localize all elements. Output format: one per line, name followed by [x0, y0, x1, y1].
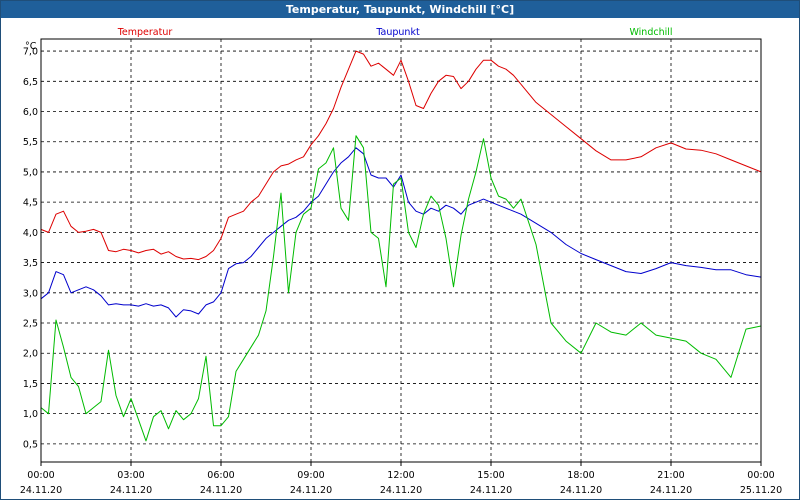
x-tick-date: 24.11.20: [380, 485, 422, 496]
legend-entry-temperatur: Temperatur: [117, 27, 173, 38]
x-tick-time: 21:00: [657, 470, 684, 481]
x-tick-time: 00:00: [27, 470, 54, 481]
x-tick-time: 03:00: [117, 470, 144, 481]
series-line-taupunkt: [40, 147, 762, 318]
y-tick-label: 3,0: [23, 288, 38, 299]
x-tick-time: 15:00: [477, 470, 504, 481]
y-tick-label: 4,5: [23, 198, 38, 209]
y-axis-unit: °C: [25, 41, 37, 52]
x-tick-date: 24.11.20: [650, 485, 692, 496]
y-tick-label: 1,5: [23, 379, 38, 390]
y-tick-label: 0,5: [23, 439, 38, 450]
legend-entry-taupunkt: Taupunkt: [375, 27, 420, 38]
y-tick-label: 6,5: [23, 77, 38, 88]
y-tick-label: 6,0: [23, 107, 38, 118]
y-tick-label: 5,5: [23, 137, 38, 148]
legend-entry-windchill: Windchill: [629, 27, 672, 38]
x-tick-date: 24.11.20: [20, 485, 62, 496]
x-tick-date: 24.11.20: [110, 485, 152, 496]
y-tick-label: 2,0: [23, 349, 38, 360]
x-tick-time: 06:00: [207, 470, 234, 481]
x-tick-time: 18:00: [567, 470, 594, 481]
series-line-temperatur: [40, 50, 762, 261]
x-tick-date: 24.11.20: [290, 485, 332, 496]
plot-frame: [40, 38, 762, 463]
y-tick-label: 3,5: [23, 258, 38, 269]
x-tick-time: 12:00: [387, 470, 414, 481]
y-tick-label: 5,0: [23, 167, 38, 178]
chart-plot: 0,5 1,0 1,5 2,0 2,5 3,0 3,5 4,0 4,5 5,0 5,5 6,0 6,5 7…: [20, 27, 782, 496]
y-tick-label: 4,0: [23, 228, 38, 239]
y-tick-label: 2,5: [23, 319, 38, 330]
x-tick-date: 24.11.20: [470, 485, 512, 496]
series-line-windchill: [40, 135, 762, 442]
window-title: Temperatur, Taupunkt, Windchill [°C]: [1, 1, 799, 18]
x-tick-date: 24.11.20: [560, 485, 602, 496]
x-tick-date: 24.11.20: [200, 485, 242, 496]
x-tick-date: 25.11.20: [740, 485, 782, 496]
y-tick-label: 7,0: [23, 47, 38, 58]
x-tick-time: 00:00: [747, 470, 774, 481]
x-tick-time: 09:00: [297, 470, 324, 481]
y-tick-label: 1,0: [23, 409, 38, 420]
